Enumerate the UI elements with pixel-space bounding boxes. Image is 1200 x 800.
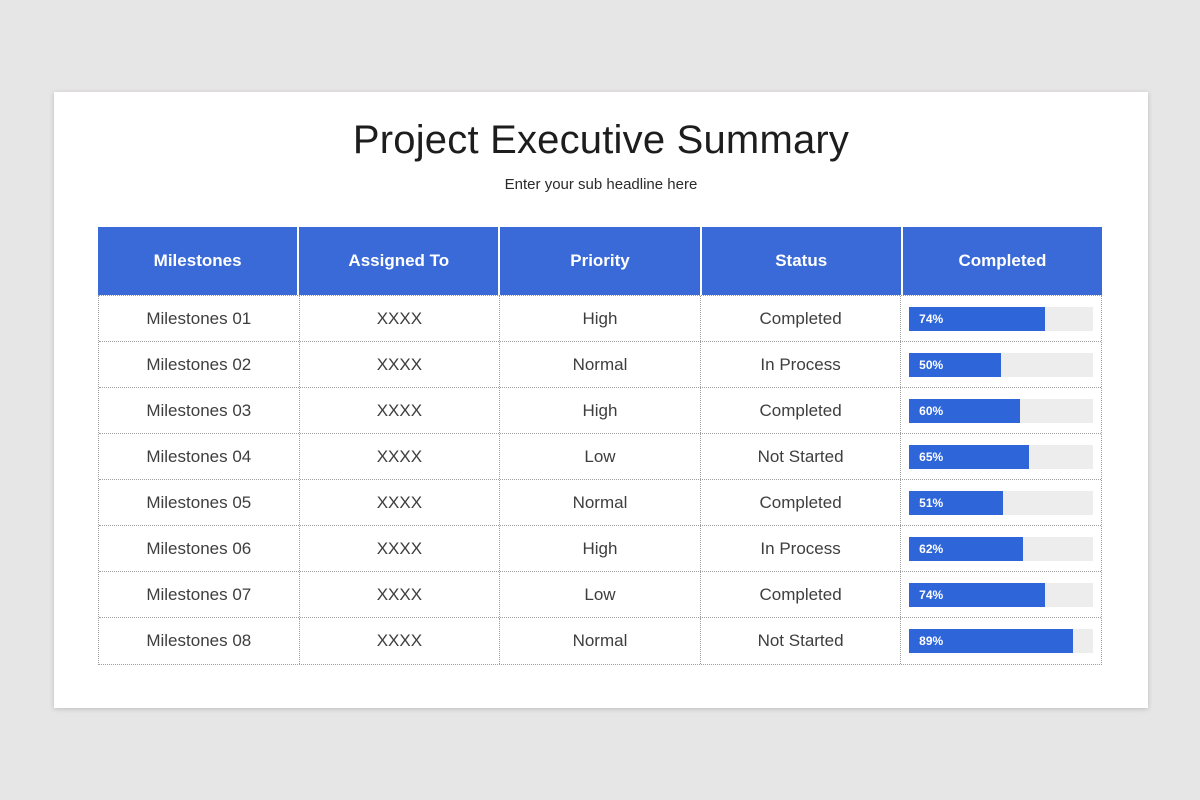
completed-cell: 50% xyxy=(900,342,1101,387)
status-cell: In Process xyxy=(699,342,901,387)
assigned-to-cell: XXXX xyxy=(298,526,500,571)
slide-card: Project Executive Summary Enter your sub… xyxy=(54,92,1148,708)
progress-bar: 50% xyxy=(909,352,1002,377)
priority-cell: High xyxy=(499,526,700,571)
table-header-row: Milestones Assigned To Priority Status C… xyxy=(98,227,1102,295)
progress-track: 51% xyxy=(909,490,1094,515)
table-row: Milestones 06 XXXX High In Process 62% xyxy=(99,526,1101,572)
column-header-assigned-to: Assigned To xyxy=(297,227,498,295)
priority-cell: Normal xyxy=(499,480,700,525)
progress-bar: 74% xyxy=(909,582,1046,607)
table-body: Milestones 01 XXXX High Completed 74% Mi… xyxy=(98,295,1102,665)
table-row: Milestones 04 XXXX Low Not Started 65% xyxy=(99,434,1101,480)
milestone-cell: Milestones 03 xyxy=(146,400,252,420)
priority-cell: High xyxy=(499,388,700,433)
status-cell: Not Started xyxy=(699,618,901,664)
completed-cell: 65% xyxy=(900,434,1101,479)
completed-cell: 62% xyxy=(900,526,1101,571)
progress-label: 74% xyxy=(919,587,944,602)
completed-cell: 74% xyxy=(900,296,1101,341)
milestone-cell: Milestones 07 xyxy=(146,584,252,604)
table-row: Milestones 02 XXXX Normal In Process 50% xyxy=(99,342,1101,388)
progress-track: 74% xyxy=(909,306,1094,331)
progress-bar: 51% xyxy=(909,490,1003,515)
assigned-to-cell: XXXX xyxy=(298,342,500,387)
progress-label: 51% xyxy=(919,495,944,510)
priority-cell: High xyxy=(499,296,700,341)
column-header-milestones: Milestones xyxy=(153,251,242,270)
status-cell: Completed xyxy=(699,388,901,433)
progress-label: 74% xyxy=(919,311,944,326)
table-row: Milestones 01 XXXX High Completed 74% xyxy=(99,296,1101,342)
assigned-to-cell: XXXX xyxy=(298,388,500,433)
assigned-to-cell: XXXX xyxy=(298,572,500,617)
progress-bar: 62% xyxy=(909,536,1024,561)
progress-label: 50% xyxy=(919,357,944,372)
progress-label: 89% xyxy=(919,634,944,648)
progress-bar: 74% xyxy=(909,306,1046,331)
priority-cell: Normal xyxy=(499,618,700,664)
milestone-cell: Milestones 08 xyxy=(146,631,252,650)
progress-track: 89% xyxy=(909,629,1094,653)
progress-bar: 65% xyxy=(909,444,1029,469)
status-cell: Completed xyxy=(699,296,901,341)
status-cell: Completed xyxy=(699,572,901,617)
completed-cell: 74% xyxy=(900,572,1101,617)
column-header-priority: Priority xyxy=(498,227,699,295)
status-cell: In Process xyxy=(699,526,901,571)
completed-cell: 60% xyxy=(900,388,1101,433)
progress-label: 65% xyxy=(919,449,944,464)
priority-cell: Low xyxy=(499,572,700,617)
milestone-cell: Milestones 02 xyxy=(146,354,252,374)
assigned-to-cell: XXXX xyxy=(298,618,500,664)
completed-cell: 89% xyxy=(900,618,1101,664)
table-row: Milestones 08 XXXX Normal Not Started 89… xyxy=(99,618,1101,664)
table-row: Milestones 03 XXXX High Completed 60% xyxy=(99,388,1101,434)
milestone-cell: Milestones 01 xyxy=(146,308,252,328)
progress-track: 62% xyxy=(909,536,1094,561)
column-header-status: Status xyxy=(699,227,901,295)
milestone-cell: Milestones 05 xyxy=(146,492,252,512)
assigned-to-cell: XXXX xyxy=(298,480,500,525)
assigned-to-cell: XXXX xyxy=(298,434,500,479)
milestones-table: Milestones Assigned To Priority Status C… xyxy=(98,227,1102,665)
progress-bar: 60% xyxy=(909,398,1020,423)
progress-track: 74% xyxy=(909,582,1094,607)
milestone-cell: Milestones 06 xyxy=(146,538,252,558)
milestone-cell: Milestones 04 xyxy=(146,446,252,466)
progress-label: 60% xyxy=(919,403,944,418)
completed-cell: 51% xyxy=(900,480,1101,525)
page-title: Project Executive Summary xyxy=(352,118,850,162)
progress-bar: 89% xyxy=(909,629,1073,653)
progress-label: 62% xyxy=(919,541,944,556)
column-header-completed: Completed xyxy=(900,227,1102,295)
status-cell: Completed xyxy=(699,480,901,525)
assigned-to-cell: XXXX xyxy=(298,296,500,341)
table-row: Milestones 05 XXXX Normal Completed 51% xyxy=(99,480,1101,526)
progress-track: 65% xyxy=(909,444,1094,469)
progress-track: 50% xyxy=(909,352,1094,377)
page-subtitle: Enter your sub headline here xyxy=(504,176,698,193)
priority-cell: Low xyxy=(499,434,700,479)
priority-cell: Normal xyxy=(499,342,700,387)
status-cell: Not Started xyxy=(699,434,901,479)
table-row: Milestones 07 XXXX Low Completed 74% xyxy=(99,572,1101,618)
progress-track: 60% xyxy=(909,398,1094,423)
